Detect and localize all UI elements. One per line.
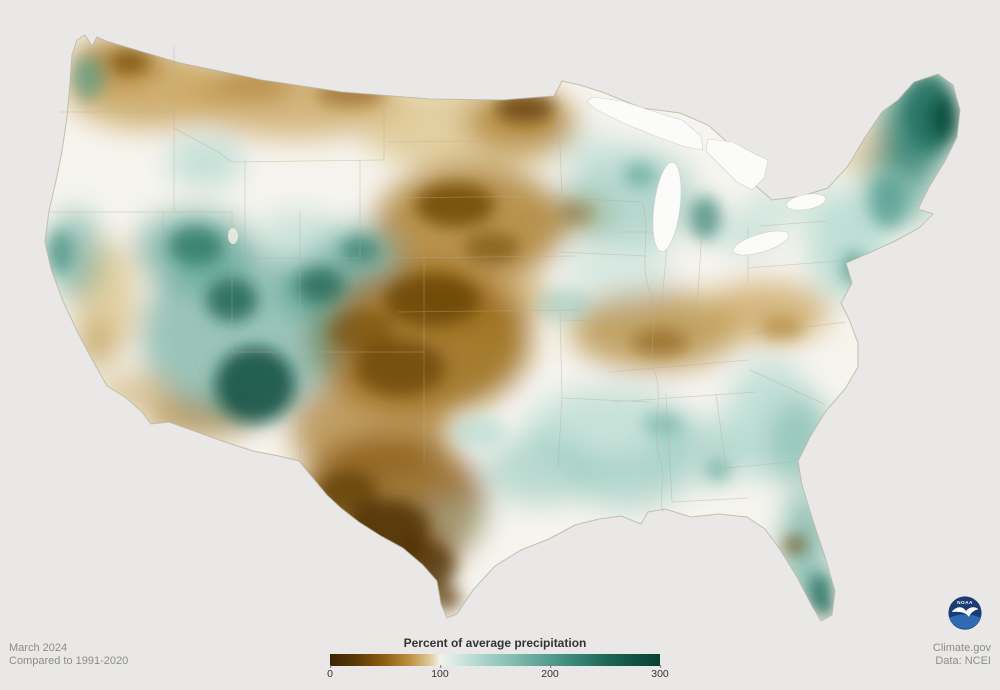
map-period-label: March 2024 xyxy=(9,642,68,654)
colorbar-tick-200: 200 xyxy=(541,665,559,680)
attribution-block: Climate.gov Data: NCEI xyxy=(933,642,991,668)
noaa-gull-icon xyxy=(951,607,979,617)
colorbar-tick-0: 0 xyxy=(327,665,333,680)
great-salt-lake xyxy=(228,228,238,244)
lake-erie xyxy=(732,230,790,256)
noaa-logo-icon: NOAA xyxy=(948,596,982,630)
colorbar: Percent of average precipitation 0 100 2… xyxy=(327,636,669,682)
map-baseline-label: Compared to 1991-2020 xyxy=(9,655,129,667)
data-credit-label: Data: NCEI xyxy=(935,655,991,667)
precipitation-color-field xyxy=(47,38,958,618)
lake-ontario xyxy=(785,193,827,211)
lake-michigan xyxy=(652,162,682,252)
source-label: Climate.gov xyxy=(932,642,991,654)
noaa-logo-text: NOAA xyxy=(957,600,973,606)
colorbar-tick-300: 300 xyxy=(651,665,669,680)
colorbar-ticks: 0 100 200 300 xyxy=(327,665,669,682)
colorbar-gradient xyxy=(330,654,660,666)
lake-huron xyxy=(705,138,769,191)
colorbar-title: Percent of average precipitation xyxy=(403,636,587,650)
map-date-block: March 2024 Compared to 1991-2020 xyxy=(9,642,128,668)
noaa-logo-ocean xyxy=(949,614,981,629)
lake-superior xyxy=(586,96,704,151)
state-borders xyxy=(49,45,847,513)
great-lakes xyxy=(228,96,827,256)
colorbar-tick-100: 100 xyxy=(431,665,449,680)
